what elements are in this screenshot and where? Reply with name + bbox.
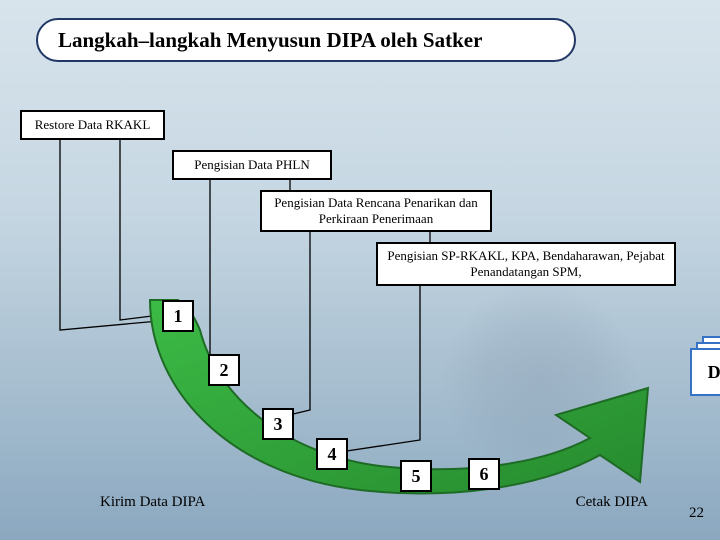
step-box-2-label: Pengisian Data PHLN: [194, 157, 310, 173]
step-number-1: 1: [162, 300, 194, 332]
step-number-2: 2: [208, 354, 240, 386]
step-box-1-label: Restore Data RKAKL: [35, 117, 151, 133]
step-number-4: 4: [316, 438, 348, 470]
step-number-5: 5: [400, 460, 432, 492]
caption-cetak: Cetak DIPA: [576, 494, 648, 511]
slide: Langkah–langkah Menyusun DIPA oleh Satke…: [0, 0, 720, 540]
step-box-2: Pengisian Data PHLN: [172, 150, 332, 180]
dipa-label: DIPA: [708, 362, 720, 383]
step-box-4: Pengisian SP-RKAKL, KPA, Bendaharawan, P…: [376, 242, 676, 286]
step-box-4-label: Pengisian SP-RKAKL, KPA, Bendaharawan, P…: [386, 248, 666, 279]
caption-kirim: Kirim Data DIPA: [100, 494, 205, 511]
step-number-6: 6: [468, 458, 500, 490]
step-box-1: Restore Data RKAKL: [20, 110, 165, 140]
step-box-3: Pengisian Data Rencana Penarikan dan Per…: [260, 190, 492, 232]
dipa-card-front: DIPA: [690, 348, 720, 396]
step-number-3: 3: [262, 408, 294, 440]
step-box-3-label: Pengisian Data Rencana Penarikan dan Per…: [270, 195, 482, 226]
page-number: 22: [689, 505, 704, 522]
